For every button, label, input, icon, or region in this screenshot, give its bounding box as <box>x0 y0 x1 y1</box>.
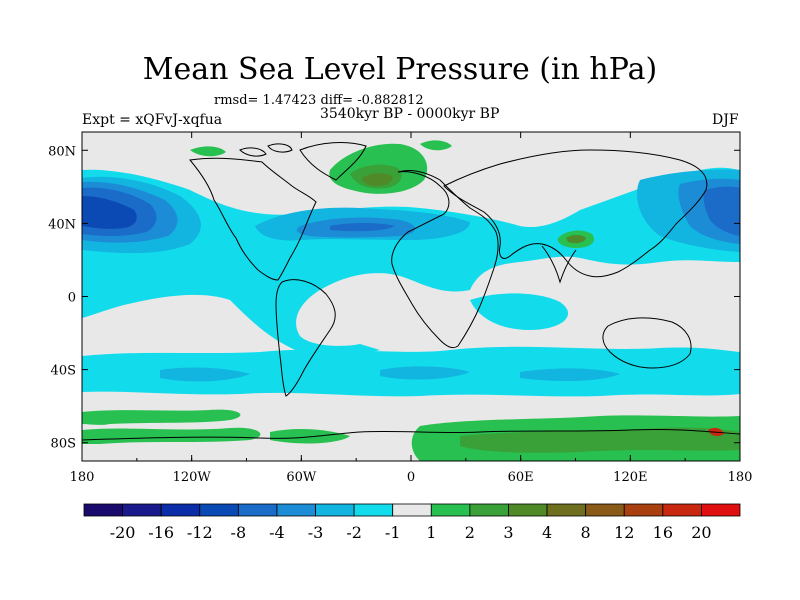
contour-arctic-pos1b <box>420 140 452 151</box>
y-tick-label: 40N <box>48 217 76 232</box>
colorbar-label: -16 <box>148 523 174 542</box>
contour-north-pacific-east-neg4 <box>703 186 740 236</box>
colorbar-label: 3 <box>503 523 513 542</box>
colorbar-label: 16 <box>653 523 673 542</box>
coast-greenland <box>299 142 367 181</box>
colorbar-label: -4 <box>269 523 285 542</box>
coast-south-america <box>275 279 336 397</box>
coast-india <box>541 245 577 284</box>
page-title: Mean Sea Level Pressure (in hPa) <box>142 52 658 87</box>
colorbar-swatch <box>701 503 741 517</box>
colorbar-label: 2 <box>465 523 475 542</box>
colorbar-swatch <box>315 503 355 517</box>
coastlines <box>82 142 740 441</box>
y-tick-label: 80S <box>51 437 76 452</box>
contour-tibet-pos2 <box>566 235 586 244</box>
y-tick-label: 80N <box>48 144 76 159</box>
coast-antarctica <box>82 428 740 441</box>
colorbar-swatch <box>83 503 123 517</box>
colorbar-swatch <box>546 503 587 517</box>
colorbar-swatch <box>623 503 664 517</box>
period-label: 3540kyr BP - 0000kyr BP <box>320 106 500 122</box>
x-tick-label: 60W <box>286 470 317 485</box>
colorbar-swatch <box>585 503 625 517</box>
contour-south-atlantic-neg2 <box>380 366 470 380</box>
colorbar-swatch <box>160 503 201 517</box>
y-tick-label: 40S <box>51 364 76 379</box>
colorbar-label: 12 <box>614 523 634 542</box>
colorbar-label: 4 <box>542 523 552 542</box>
coast-north-america <box>189 157 317 281</box>
coast-arctic-islands <box>239 143 293 157</box>
colorbar: -20 -16 -12 -8 -4 -3 -2 -1 1 2 3 4 8 12 16 20 <box>83 503 741 542</box>
colorbar-swatch <box>430 503 471 517</box>
colorbar-swatch <box>276 503 316 517</box>
map-field <box>82 132 740 461</box>
contour-arctic-pos1 <box>190 146 226 157</box>
colorbar-swatch <box>469 503 509 517</box>
colorbar-label: -1 <box>385 523 401 542</box>
colorbar-swatch <box>237 503 278 517</box>
experiment-label: Expt = xQFvJ-xqfua <box>82 112 223 128</box>
contour-greenland-pos3 <box>362 173 393 186</box>
colorbar-label: 1 <box>426 523 436 542</box>
contour-antarctic-pos1 <box>82 409 241 425</box>
colorbar-swatch <box>353 503 394 517</box>
colorbar-swatch <box>392 503 432 517</box>
x-tick-label: 0 <box>407 470 415 485</box>
x-tick-label: 180 <box>728 470 753 485</box>
colorbar-swatch <box>508 503 548 517</box>
colorbar-label: -20 <box>110 523 136 542</box>
x-tick-label: 180 <box>70 470 95 485</box>
contour-indian-neg1 <box>470 293 569 330</box>
colorbar-label: -3 <box>308 523 324 542</box>
colorbar-label: 20 <box>691 523 711 542</box>
contour-antarctic-pos2-east <box>460 427 740 453</box>
colorbar-label: -8 <box>231 523 247 542</box>
x-tick-label: 60E <box>508 470 534 485</box>
colorbar-swatch <box>662 503 702 517</box>
contour-south-pacific-neg2 <box>160 367 250 382</box>
contour-south-indian-neg2 <box>520 368 620 382</box>
colorbar-swatch <box>122 503 162 517</box>
y-axis: 80N 40N 0 40S 80S <box>48 144 740 452</box>
contour-north-atlantic-neg4 <box>330 223 395 232</box>
colorbar-swatch <box>199 503 239 517</box>
contour-north-pacific-west-neg8 <box>82 196 137 229</box>
stats-text: rmsd= 1.47423 diff= -0.882812 <box>214 93 424 108</box>
coast-australia <box>602 317 692 369</box>
coast-europe-africa <box>391 169 499 349</box>
colorbar-label: -12 <box>187 523 213 542</box>
contour-tropics-neg1 <box>82 167 740 356</box>
coast-asia <box>443 149 708 278</box>
x-tick-label: 120W <box>173 470 212 485</box>
season-label: DJF <box>712 112 739 128</box>
x-tick-label: 120E <box>613 470 647 485</box>
x-axis: 180 120W 60W 0 60E 120E 180 <box>70 132 753 485</box>
colorbar-label: -2 <box>346 523 362 542</box>
contour-antarctic-pos1b <box>82 427 261 444</box>
colorbar-label: 8 <box>581 523 591 542</box>
y-tick-label: 0 <box>68 291 76 306</box>
